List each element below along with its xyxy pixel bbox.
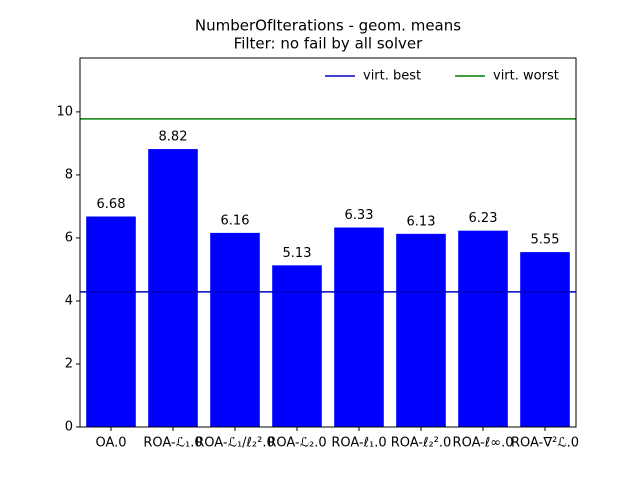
value-label: 6.16 bbox=[221, 213, 250, 228]
legend-label: virt. best bbox=[363, 69, 421, 84]
y-tick-label: 10 bbox=[56, 104, 73, 119]
bar bbox=[86, 216, 136, 427]
x-tick-label: ROA-ℓ₂².0 bbox=[391, 436, 452, 451]
y-tick-label: 6 bbox=[65, 230, 73, 245]
x-tick-label: ROA-ℓ∞.0 bbox=[453, 436, 514, 451]
value-label: 6.33 bbox=[345, 208, 374, 223]
x-tick-label: ROA-ℒ₁.0 bbox=[143, 436, 202, 451]
x-tick-label: ROA-∇²ℒ.0 bbox=[511, 436, 579, 451]
bar bbox=[520, 252, 570, 427]
bar bbox=[334, 227, 384, 427]
y-tick-label: 8 bbox=[65, 167, 73, 182]
x-tick-label: ROA-ℓ₁.0 bbox=[331, 436, 386, 451]
x-tick-label: ROA-ℒ₂.0 bbox=[267, 436, 326, 451]
y-tick-label: 2 bbox=[65, 356, 73, 371]
value-label: 6.23 bbox=[469, 211, 498, 226]
x-tick-label: OA.0 bbox=[95, 436, 126, 451]
value-label: 5.55 bbox=[531, 233, 560, 248]
chart-title: NumberOfIterations - geom. means bbox=[195, 17, 461, 35]
bar bbox=[148, 149, 198, 428]
value-label: 8.82 bbox=[159, 130, 188, 145]
y-tick-label: 4 bbox=[65, 293, 73, 308]
axes-frame bbox=[79, 57, 577, 428]
x-tick-label: ROA-ℒ₁/ℓ₂².0 bbox=[195, 436, 275, 451]
bar bbox=[272, 265, 322, 427]
legend-label: virt. worst bbox=[493, 69, 559, 84]
y-tick-label: 0 bbox=[65, 420, 73, 435]
bar bbox=[210, 232, 260, 427]
value-label: 6.13 bbox=[407, 214, 436, 229]
chart-subtitle: Filter: no fail by all solver bbox=[234, 35, 423, 53]
bar bbox=[458, 230, 508, 427]
value-label: 6.68 bbox=[97, 197, 126, 212]
bar bbox=[396, 233, 446, 427]
value-label: 5.13 bbox=[283, 246, 312, 261]
